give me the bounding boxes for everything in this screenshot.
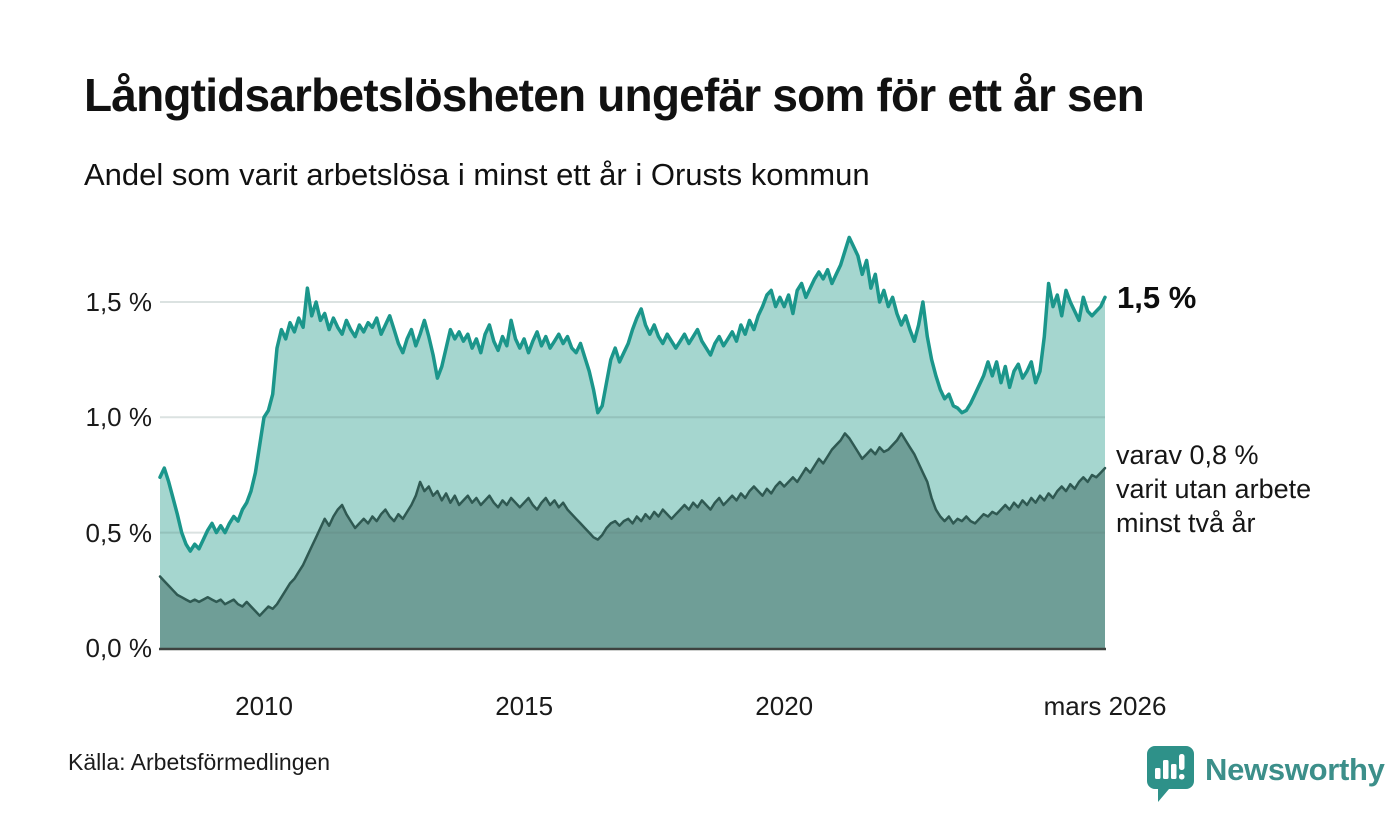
series-line-0: [158, 235, 1107, 553]
y-tick-label: 0,5 %: [85, 517, 153, 548]
y-tick-label: 1,5 %: [85, 286, 153, 317]
x-tick-label: 2020: [755, 691, 814, 721]
x-tick-label: 2010: [235, 691, 293, 721]
area-fill-1: [160, 433, 1105, 648]
newsworthy-logo-icon: [1147, 746, 1194, 802]
y-tick-label: 0,0 %: [85, 633, 153, 663]
x-tick-label: mars 2026: [1043, 691, 1167, 721]
page-title: Långtidsarbetslösheten ungefär som för e…: [84, 69, 1145, 121]
y-tick-label: 1,0 %: [85, 402, 153, 433]
series-line-1: [158, 432, 1107, 617]
newsworthy-wordmark: Newsworthy: [1205, 752, 1385, 787]
subset-annotation: varav 0,8 % varit utan arbete minst två …: [1116, 440, 1312, 538]
page-subtitle: Andel som varit arbetslösa i minst ett å…: [84, 157, 870, 192]
x-tick-label: 2015: [495, 691, 554, 721]
last-value-annotation: 1,5 %: [1117, 280, 1197, 316]
brand-logo: Newsworthy: [1147, 746, 1385, 802]
source-caption: Källa: Arbetsförmedlingen: [68, 749, 331, 775]
